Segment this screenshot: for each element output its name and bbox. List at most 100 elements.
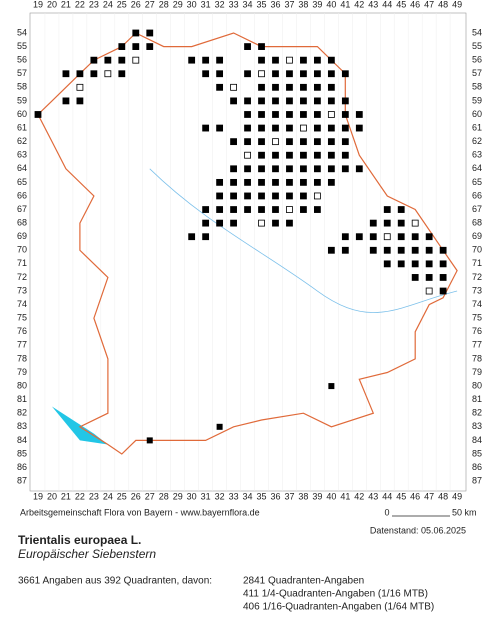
occurrence-square: [258, 70, 265, 78]
occurrence-square: [272, 178, 279, 186]
row-label: 84: [17, 435, 27, 445]
occurrence-square: [146, 29, 154, 37]
column-label: 47: [424, 0, 434, 9]
occurrence-square: [230, 83, 237, 91]
occurrence-square: [383, 246, 391, 254]
occurrence-square: [439, 260, 447, 268]
occurrence-dots: [34, 29, 447, 444]
occurrence-square: [118, 43, 126, 50]
occurrence-square: [146, 437, 153, 444]
occurrence-square: [76, 83, 84, 91]
occurrence-square: [76, 70, 84, 78]
occurrence-square: [202, 219, 210, 227]
occurrence-square: [341, 124, 349, 132]
occurrence-square: [300, 124, 307, 132]
column-label: 23: [89, 491, 99, 501]
occurrence-square: [425, 233, 433, 241]
occurrence-square: [258, 192, 265, 200]
column-label: 28: [159, 0, 169, 9]
occurrence-square: [425, 246, 433, 254]
column-label: 49: [452, 491, 462, 501]
occurrence-square: [411, 246, 419, 254]
credit: Arbeitsgemeinschaft Flora von Bayern - w…: [20, 507, 260, 517]
occurrence-square: [216, 219, 224, 227]
occurrence-square: [62, 70, 70, 78]
subtitle: Europäischer Siebenstern: [18, 547, 156, 561]
occurrence-square: [272, 206, 279, 213]
occurrence-square: [230, 97, 237, 105]
column-label: 37: [284, 491, 294, 501]
row-label: 76: [17, 326, 27, 336]
occurrence-square: [244, 70, 251, 78]
occurrence-square: [244, 165, 251, 173]
occurrence-square: [355, 124, 363, 132]
column-label: 33: [229, 491, 239, 501]
column-label: 45: [396, 0, 406, 9]
row-label: 84: [472, 435, 482, 445]
row-label: 62: [472, 136, 482, 146]
state-border: [37, 32, 458, 455]
occurrence-square: [286, 178, 293, 186]
row-label: 57: [17, 68, 27, 78]
row-label: 73: [17, 285, 27, 295]
occurrence-square: [313, 97, 321, 105]
occurrence-square: [286, 70, 293, 78]
occurrence-square: [300, 56, 307, 64]
row-label: 58: [17, 82, 27, 92]
occurrence-square: [244, 206, 251, 213]
occurrence-square: [244, 43, 251, 50]
occurrence-square: [313, 178, 321, 186]
occurrence-square: [244, 192, 251, 200]
row-label: 85: [17, 448, 27, 458]
occurrence-square: [313, 70, 321, 78]
column-label: 36: [270, 491, 280, 501]
occurrence-square: [327, 97, 335, 105]
row-label: 65: [17, 177, 27, 187]
occurrence-square: [313, 56, 321, 64]
occurrence-square: [258, 151, 265, 159]
row-label: 77: [472, 340, 482, 350]
occurrence-square: [286, 165, 293, 173]
row-label: 71: [472, 258, 482, 268]
occurrence-square: [286, 219, 293, 227]
row-label: 67: [472, 204, 482, 214]
occurrence-square: [258, 206, 265, 213]
occurrence-square: [272, 97, 279, 105]
occurrence-square: [230, 192, 237, 200]
occurrence-square: [230, 165, 237, 173]
row-label: 74: [472, 299, 482, 309]
occurrence-square: [425, 287, 433, 295]
row-label: 75: [17, 313, 27, 323]
grid: [44, 13, 458, 491]
occurrence-square: [355, 233, 363, 241]
occurrence-square: [439, 287, 447, 295]
occurrence-square: [327, 83, 335, 91]
occurrence-square: [244, 97, 251, 105]
occurrence-square: [244, 111, 251, 118]
occurrence-square: [300, 138, 307, 146]
row-label: 68: [472, 217, 482, 227]
occurrence-square: [300, 97, 307, 105]
occurrence-square: [300, 165, 307, 173]
row-label: 76: [472, 326, 482, 336]
column-label: 38: [298, 491, 308, 501]
occurrence-square: [202, 206, 210, 213]
occurrence-square: [230, 219, 237, 227]
row-label: 75: [472, 313, 482, 323]
row-label: 73: [472, 285, 482, 295]
occurrence-square: [202, 233, 210, 241]
occurrence-square: [202, 70, 210, 78]
row-label: 54: [17, 27, 27, 37]
occurrence-square: [272, 192, 279, 200]
row-label: 80: [17, 380, 27, 390]
scale-start: 0: [384, 507, 389, 517]
row-label: 77: [17, 340, 27, 350]
occurrence-square: [286, 124, 293, 132]
occurrence-square: [300, 111, 307, 118]
occurrence-square: [286, 151, 293, 159]
occurrence-square: [272, 70, 279, 78]
column-label: 46: [410, 0, 420, 9]
scale-end: 50 km: [452, 507, 477, 517]
column-label: 48: [438, 491, 448, 501]
occurrence-square: [118, 56, 126, 64]
